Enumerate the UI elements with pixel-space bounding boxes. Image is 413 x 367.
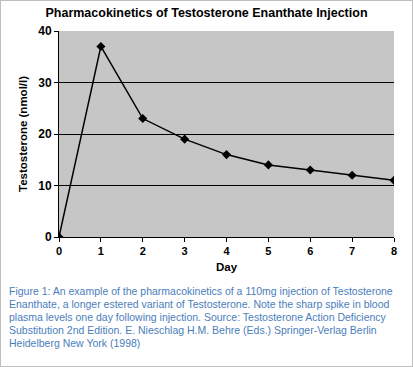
svg-text:30: 30: [38, 76, 52, 90]
svg-text:0: 0: [56, 245, 62, 257]
svg-text:Testosterone (nmol/l): Testosterone (nmol/l): [17, 76, 29, 192]
svg-text:4: 4: [223, 245, 230, 257]
svg-text:8: 8: [391, 245, 397, 257]
svg-text:Day: Day: [216, 261, 238, 273]
svg-text:40: 40: [38, 24, 52, 38]
svg-text:2: 2: [140, 245, 146, 257]
svg-text:3: 3: [182, 245, 188, 257]
svg-text:Pharmacokinetics of Testostero: Pharmacokinetics of Testosterone Enantha…: [45, 6, 367, 20]
svg-text:6: 6: [307, 245, 313, 257]
svg-text:10: 10: [38, 179, 52, 193]
svg-text:1: 1: [98, 245, 104, 257]
svg-text:7: 7: [349, 245, 355, 257]
svg-text:5: 5: [265, 245, 271, 257]
svg-text:20: 20: [38, 127, 52, 141]
html-text:Figure 1: An example of the ph: Figure 1: An example of the pharmacokine…: [9, 285, 393, 349]
svg-text:0: 0: [45, 230, 52, 244]
